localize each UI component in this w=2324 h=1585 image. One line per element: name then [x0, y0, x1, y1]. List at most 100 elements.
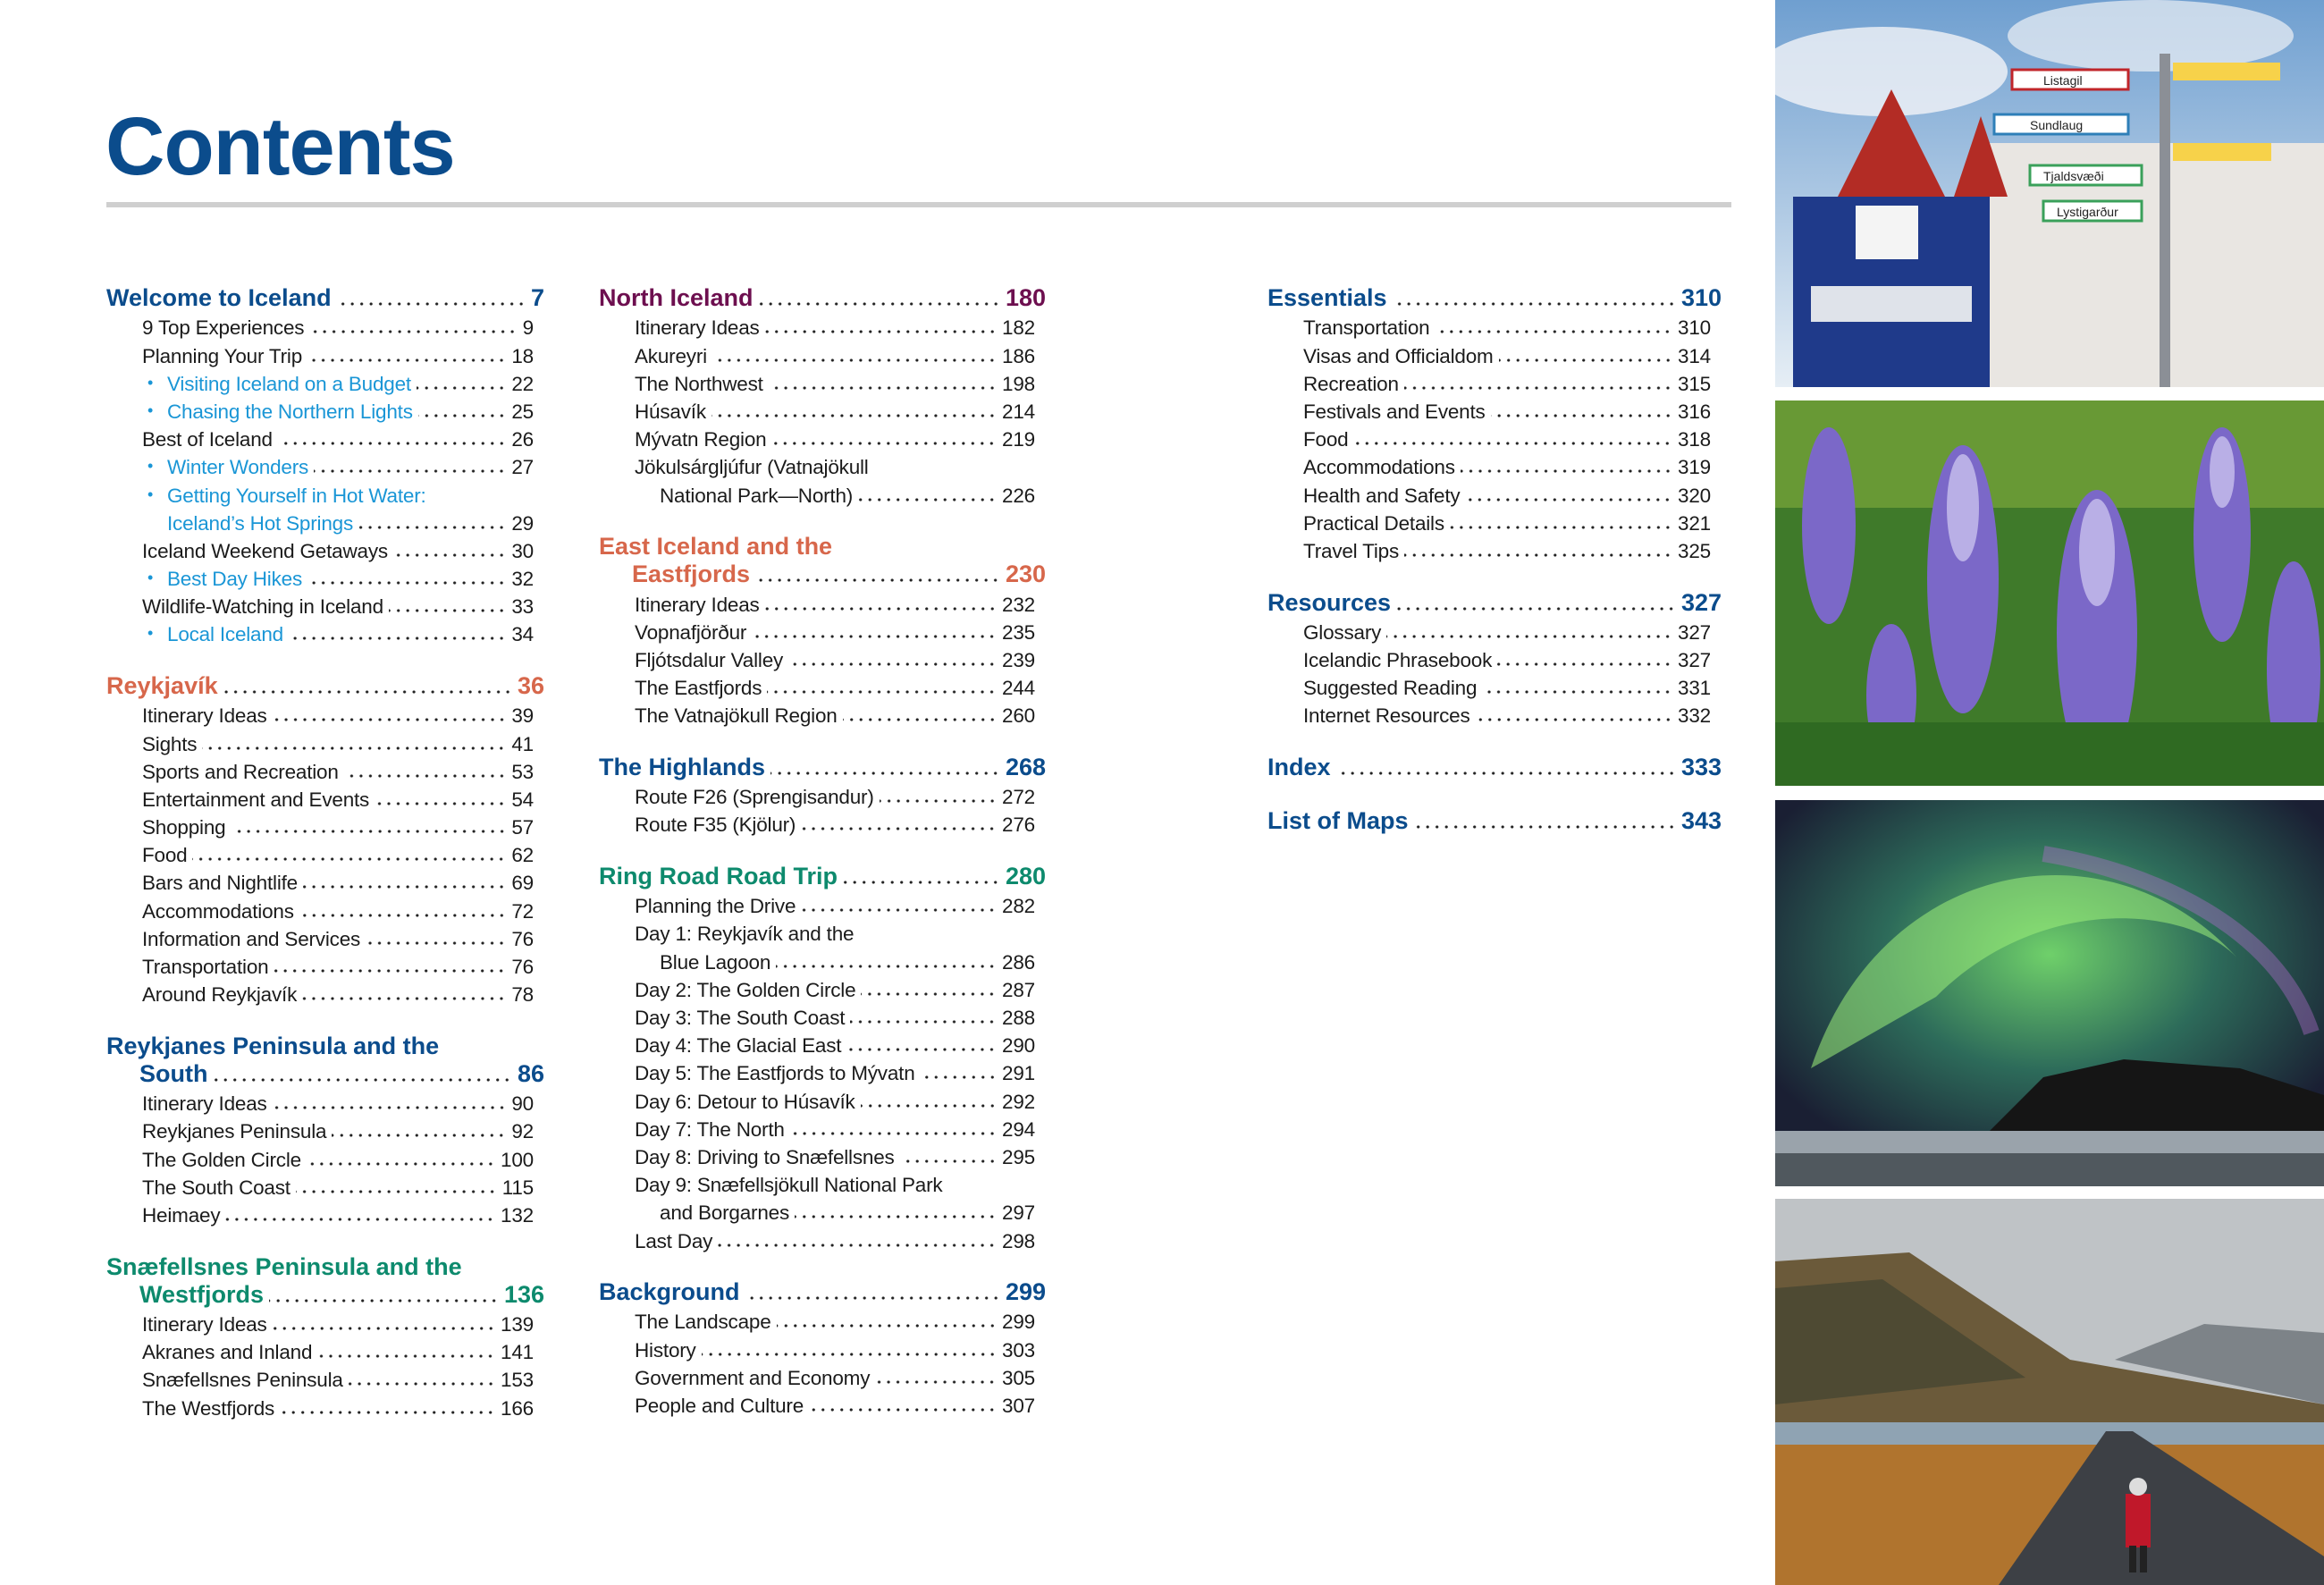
toc-entry[interactable]: Húsavík 214 — [599, 399, 1046, 426]
toc-entry[interactable]: Day 3: The South Coast 288 — [599, 1005, 1046, 1033]
toc-entry[interactable]: Health and Safety 320 — [1267, 482, 1722, 510]
highlight-entry[interactable]: • Best Day Hikes 32 — [106, 566, 544, 594]
toc-entry[interactable]: Heimaey 132 — [106, 1202, 544, 1230]
toc-entry[interactable]: Transportation 76 — [106, 954, 544, 982]
entry-label: Heimaey — [142, 1204, 221, 1227]
toc-entry[interactable]: Day 8: Driving to Snæfellsnes 295 — [599, 1144, 1046, 1172]
section-heading[interactable]: Reykjanes Peninsula and the — [106, 1033, 544, 1063]
section-heading[interactable]: South 86 — [106, 1060, 544, 1091]
toc-entry[interactable]: Iceland Weekend Getaways 30 — [106, 538, 544, 566]
toc-entry[interactable]: Route F26 (Sprengisandur) 272 — [599, 784, 1046, 812]
section-heading[interactable]: Westfjords 136 — [106, 1281, 544, 1311]
dot-leader — [718, 1242, 998, 1248]
toc-entry[interactable]: Itinerary Ideas 39 — [106, 703, 544, 730]
toc-entry[interactable]: The Landscape 299 — [599, 1309, 1046, 1336]
toc-entry[interactable]: Reykjanes Peninsula 92 — [106, 1118, 544, 1146]
toc-entry[interactable]: The Northwest 198 — [599, 371, 1046, 399]
entry-label: Food — [1303, 428, 1349, 451]
toc-entry[interactable]: Practical Details 321 — [1267, 510, 1722, 538]
highlight-entry[interactable]: • Winter Wonders 27 — [106, 454, 544, 482]
section-heading[interactable]: Reykjavík 36 — [106, 672, 544, 703]
toc-entry[interactable]: Itinerary Ideas 232 — [599, 591, 1046, 619]
dot-leader — [388, 608, 507, 614]
section-heading[interactable]: Ring Road Road Trip 280 — [599, 863, 1046, 893]
toc-column-1: Welcome to Iceland 7 9 Top Experiences 9 Pla… — [106, 284, 544, 1448]
toc-entry[interactable]: Accommodations 319 — [1267, 454, 1722, 482]
section-heading[interactable]: East Iceland and the — [599, 533, 1046, 563]
toc-entry[interactable]: Itinerary Ideas 139 — [106, 1311, 544, 1339]
toc-entry[interactable]: and Borgarnes 297 — [599, 1200, 1046, 1227]
section-heading[interactable]: Eastfjords 230 — [599, 561, 1046, 591]
toc-entry[interactable]: Sports and Recreation 53 — [106, 759, 544, 787]
entry-label: Accommodations — [142, 899, 294, 923]
toc-entry[interactable]: People and Culture 307 — [599, 1393, 1046, 1421]
section-heading[interactable]: Essentials 310 — [1267, 284, 1722, 315]
toc-entry[interactable]: Information and Services 76 — [106, 926, 544, 954]
toc-entry[interactable]: Day 1: Reykjavík and the — [599, 921, 1046, 948]
toc-entry[interactable]: Sights 41 — [106, 730, 544, 758]
toc-entry[interactable]: Blue Lagoon 286 — [599, 948, 1046, 976]
toc-entry[interactable]: Suggested Reading 331 — [1267, 675, 1722, 703]
toc-entry[interactable]: Transportation 310 — [1267, 315, 1722, 342]
toc-entry[interactable]: Jökulsárgljúfur (Vatnajökull — [599, 454, 1046, 482]
section-heading[interactable]: Snæfellsnes Peninsula and the — [106, 1253, 544, 1284]
toc-entry[interactable]: Government and Economy 305 — [599, 1365, 1046, 1393]
toc-entry[interactable]: The Eastfjords 244 — [599, 675, 1046, 703]
toc-entry[interactable]: Day 4: The Glacial East 290 — [599, 1033, 1046, 1060]
toc-entry[interactable]: Day 6: Detour to Húsavík 292 — [599, 1088, 1046, 1116]
section-heading[interactable]: Background 299 — [599, 1278, 1046, 1309]
toc-entry[interactable]: The Vatnajökull Region 260 — [599, 703, 1046, 730]
toc-entry[interactable]: Planning Your Trip 18 — [106, 342, 544, 370]
toc-entry[interactable]: Icelandic Phrasebook 327 — [1267, 647, 1722, 675]
highlight-entry[interactable]: • Chasing the Northern Lights 25 — [106, 399, 544, 426]
toc-entry[interactable]: Itinerary Ideas 90 — [106, 1091, 544, 1118]
toc-entry[interactable]: The Golden Circle 100 — [106, 1146, 544, 1174]
section-heading[interactable]: North Iceland 180 — [599, 284, 1046, 315]
toc-entry[interactable]: Recreation 315 — [1267, 371, 1722, 399]
toc-entry[interactable]: History 303 — [599, 1336, 1046, 1364]
toc-entry[interactable]: The Westfjords 166 — [106, 1395, 544, 1422]
highlight-entry[interactable]: Iceland’s Hot Springs 29 — [106, 510, 544, 538]
toc-entry[interactable]: Bars and Nightlife 69 — [106, 870, 544, 898]
toc-entry[interactable]: Day 5: The Eastfjords to Mývatn 291 — [599, 1060, 1046, 1088]
toc-entry[interactable]: Visas and Officialdom 314 — [1267, 342, 1722, 370]
toc-entry[interactable]: Accommodations 72 — [106, 898, 544, 925]
toc-entry[interactable]: Last Day 298 — [599, 1227, 1046, 1255]
highlight-entry[interactable]: • Local Iceland 34 — [106, 621, 544, 649]
section-heading[interactable]: Index 333 — [1267, 754, 1722, 784]
toc-entry[interactable]: Festivals and Events 316 — [1267, 399, 1722, 426]
toc-entry[interactable]: Food 318 — [1267, 426, 1722, 454]
toc-entry[interactable]: 9 Top Experiences 9 — [106, 315, 544, 342]
toc-entry[interactable]: Shopping 57 — [106, 814, 544, 842]
toc-entry[interactable]: Planning the Drive 282 — [599, 893, 1046, 921]
toc-entry[interactable]: The South Coast 115 — [106, 1175, 544, 1202]
toc-entry[interactable]: National Park—North) 226 — [599, 482, 1046, 510]
toc-entry[interactable]: Food 62 — [106, 842, 544, 870]
entry-page-number: 29 — [511, 511, 534, 535]
toc-entry[interactable]: Snæfellsnes Peninsula 153 — [106, 1367, 544, 1395]
section-heading[interactable]: Resources 327 — [1267, 589, 1722, 619]
toc-entry[interactable]: Entertainment and Events 54 — [106, 787, 544, 814]
highlight-entry[interactable]: • Visiting Iceland on a Budget 22 — [106, 371, 544, 399]
toc-entry[interactable]: Wildlife-Watching in Iceland 33 — [106, 594, 544, 621]
entry-label: Day 2: The Golden Circle — [635, 978, 856, 1001]
toc-entry[interactable]: Around Reykjavík 78 — [106, 982, 544, 1009]
toc-entry[interactable]: Route F35 (Kjölur) 276 — [599, 812, 1046, 839]
section-heading[interactable]: The Highlands 268 — [599, 754, 1046, 784]
toc-entry[interactable]: Day 9: Snæfellsjökull National Park — [599, 1172, 1046, 1200]
toc-entry[interactable]: Itinerary Ideas 182 — [599, 315, 1046, 342]
toc-entry[interactable]: Best of Iceland 26 — [106, 426, 544, 454]
toc-entry[interactable]: Akranes and Inland 141 — [106, 1339, 544, 1367]
toc-entry[interactable]: Akureyri 186 — [599, 342, 1046, 370]
toc-entry[interactable]: Mývatn Region 219 — [599, 426, 1046, 454]
highlight-entry[interactable]: • Getting Yourself in Hot Water: — [106, 482, 544, 510]
toc-entry[interactable]: Travel Tips 325 — [1267, 538, 1722, 566]
section-heading[interactable]: List of Maps 343 — [1267, 807, 1722, 838]
toc-entry[interactable]: Day 2: The Golden Circle 287 — [599, 977, 1046, 1005]
toc-entry[interactable]: Vopnafjörður 235 — [599, 620, 1046, 647]
section-heading[interactable]: Welcome to Iceland 7 — [106, 284, 544, 315]
toc-entry[interactable]: Fljótsdalur Valley 239 — [599, 647, 1046, 675]
toc-entry[interactable]: Internet Resources 332 — [1267, 703, 1722, 730]
toc-entry[interactable]: Glossary 327 — [1267, 620, 1722, 647]
toc-entry[interactable]: Day 7: The North 294 — [599, 1117, 1046, 1144]
